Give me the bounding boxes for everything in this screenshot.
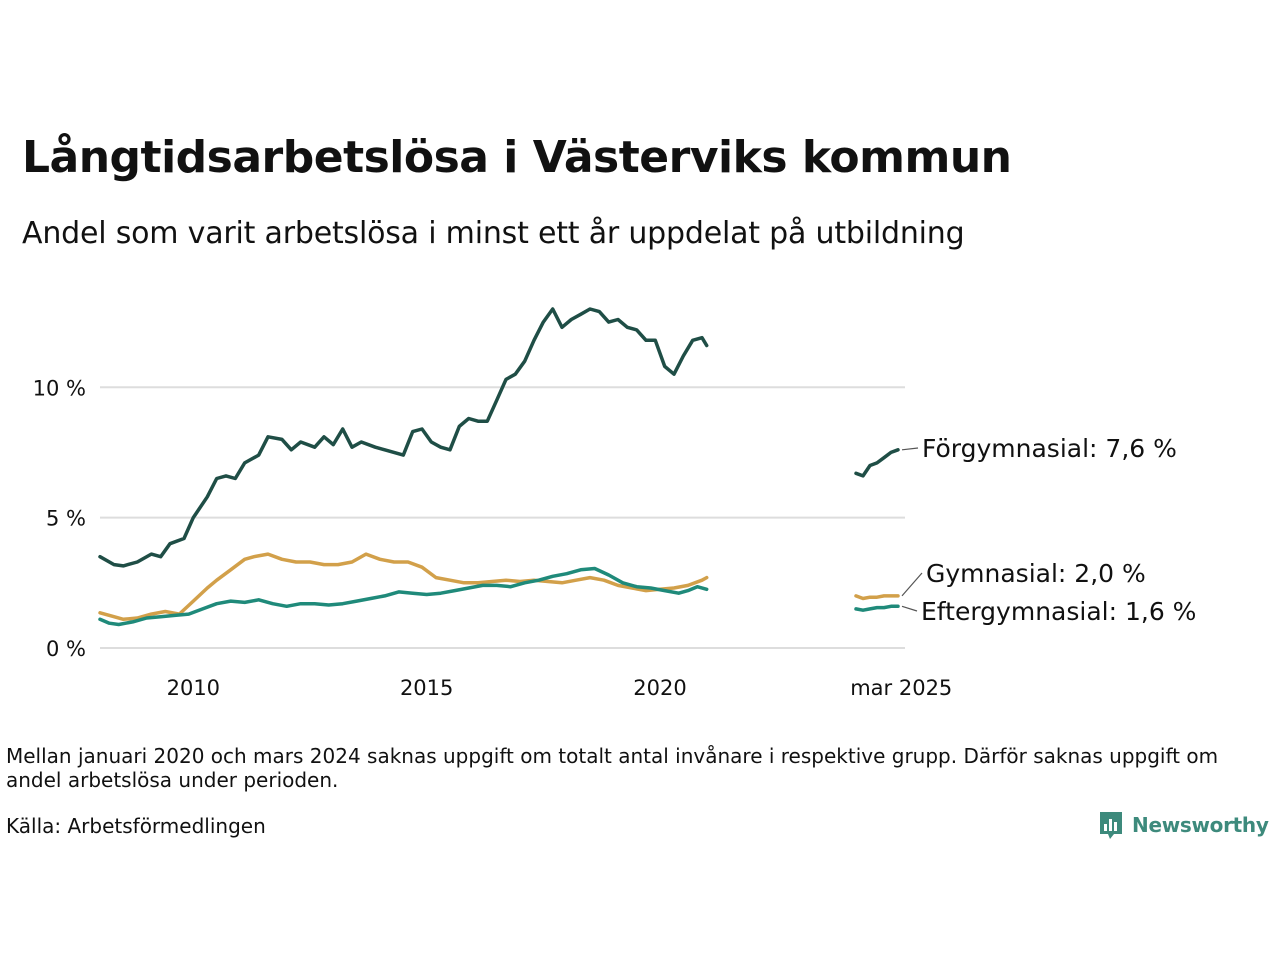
end-label-eftergymnasial: Eftergymnasial: 1,6 % [921,597,1196,626]
series-line-forgymnasial [854,448,900,478]
line-chart: 0 % 5 % 10 % 2010 2015 2020 mar 2025 Förgymna… [33,307,1196,700]
brand-name: Newsworthy [1132,813,1269,837]
chart-subtitle: Andel som varit arbetslösa i minst ett å… [22,216,965,251]
label-leader-line [901,447,919,451]
series-line-gymnasial [854,594,900,601]
y-tick-label: 0 % [46,637,86,661]
source-note: Källa: Arbetsförmedlingen [6,814,266,838]
y-axis: 0 % 5 % 10 % [33,376,86,661]
end-label-gymnasial: Gymnasial: 2,0 % [926,559,1146,588]
brand-logo: Newsworthy [1098,808,1269,842]
y-tick-label: 10 % [33,376,86,400]
y-tick-label: 5 % [46,507,86,531]
series-line-eftergymnasial [854,604,900,612]
label-leader-line [901,605,918,612]
x-tick-label: 2020 [633,676,686,700]
newsworthy-logo-icon [1100,812,1122,839]
series-lines [98,307,900,627]
x-tick-label: 2010 [167,676,220,700]
x-tick-label: mar 2025 [850,676,952,700]
end-labels: Förgymnasial: 7,6 % Gymnasial: 2,0 % Efter… [901,434,1196,626]
series-line-eftergymnasial [98,566,709,627]
x-axis: 2010 2015 2020 mar 2025 [167,676,953,700]
footnote: Mellan januari 2020 och mars 2024 saknas… [6,744,1219,792]
end-label-forgymnasial: Förgymnasial: 7,6 % [922,434,1177,463]
gridlines [100,386,905,649]
chart-title: Långtidsarbetslösa i Västerviks kommun [22,132,1012,183]
label-leader-line [901,572,923,597]
series-line-gymnasial [98,552,709,622]
x-tick-label: 2015 [400,676,453,700]
series-line-forgymnasial [98,307,709,568]
